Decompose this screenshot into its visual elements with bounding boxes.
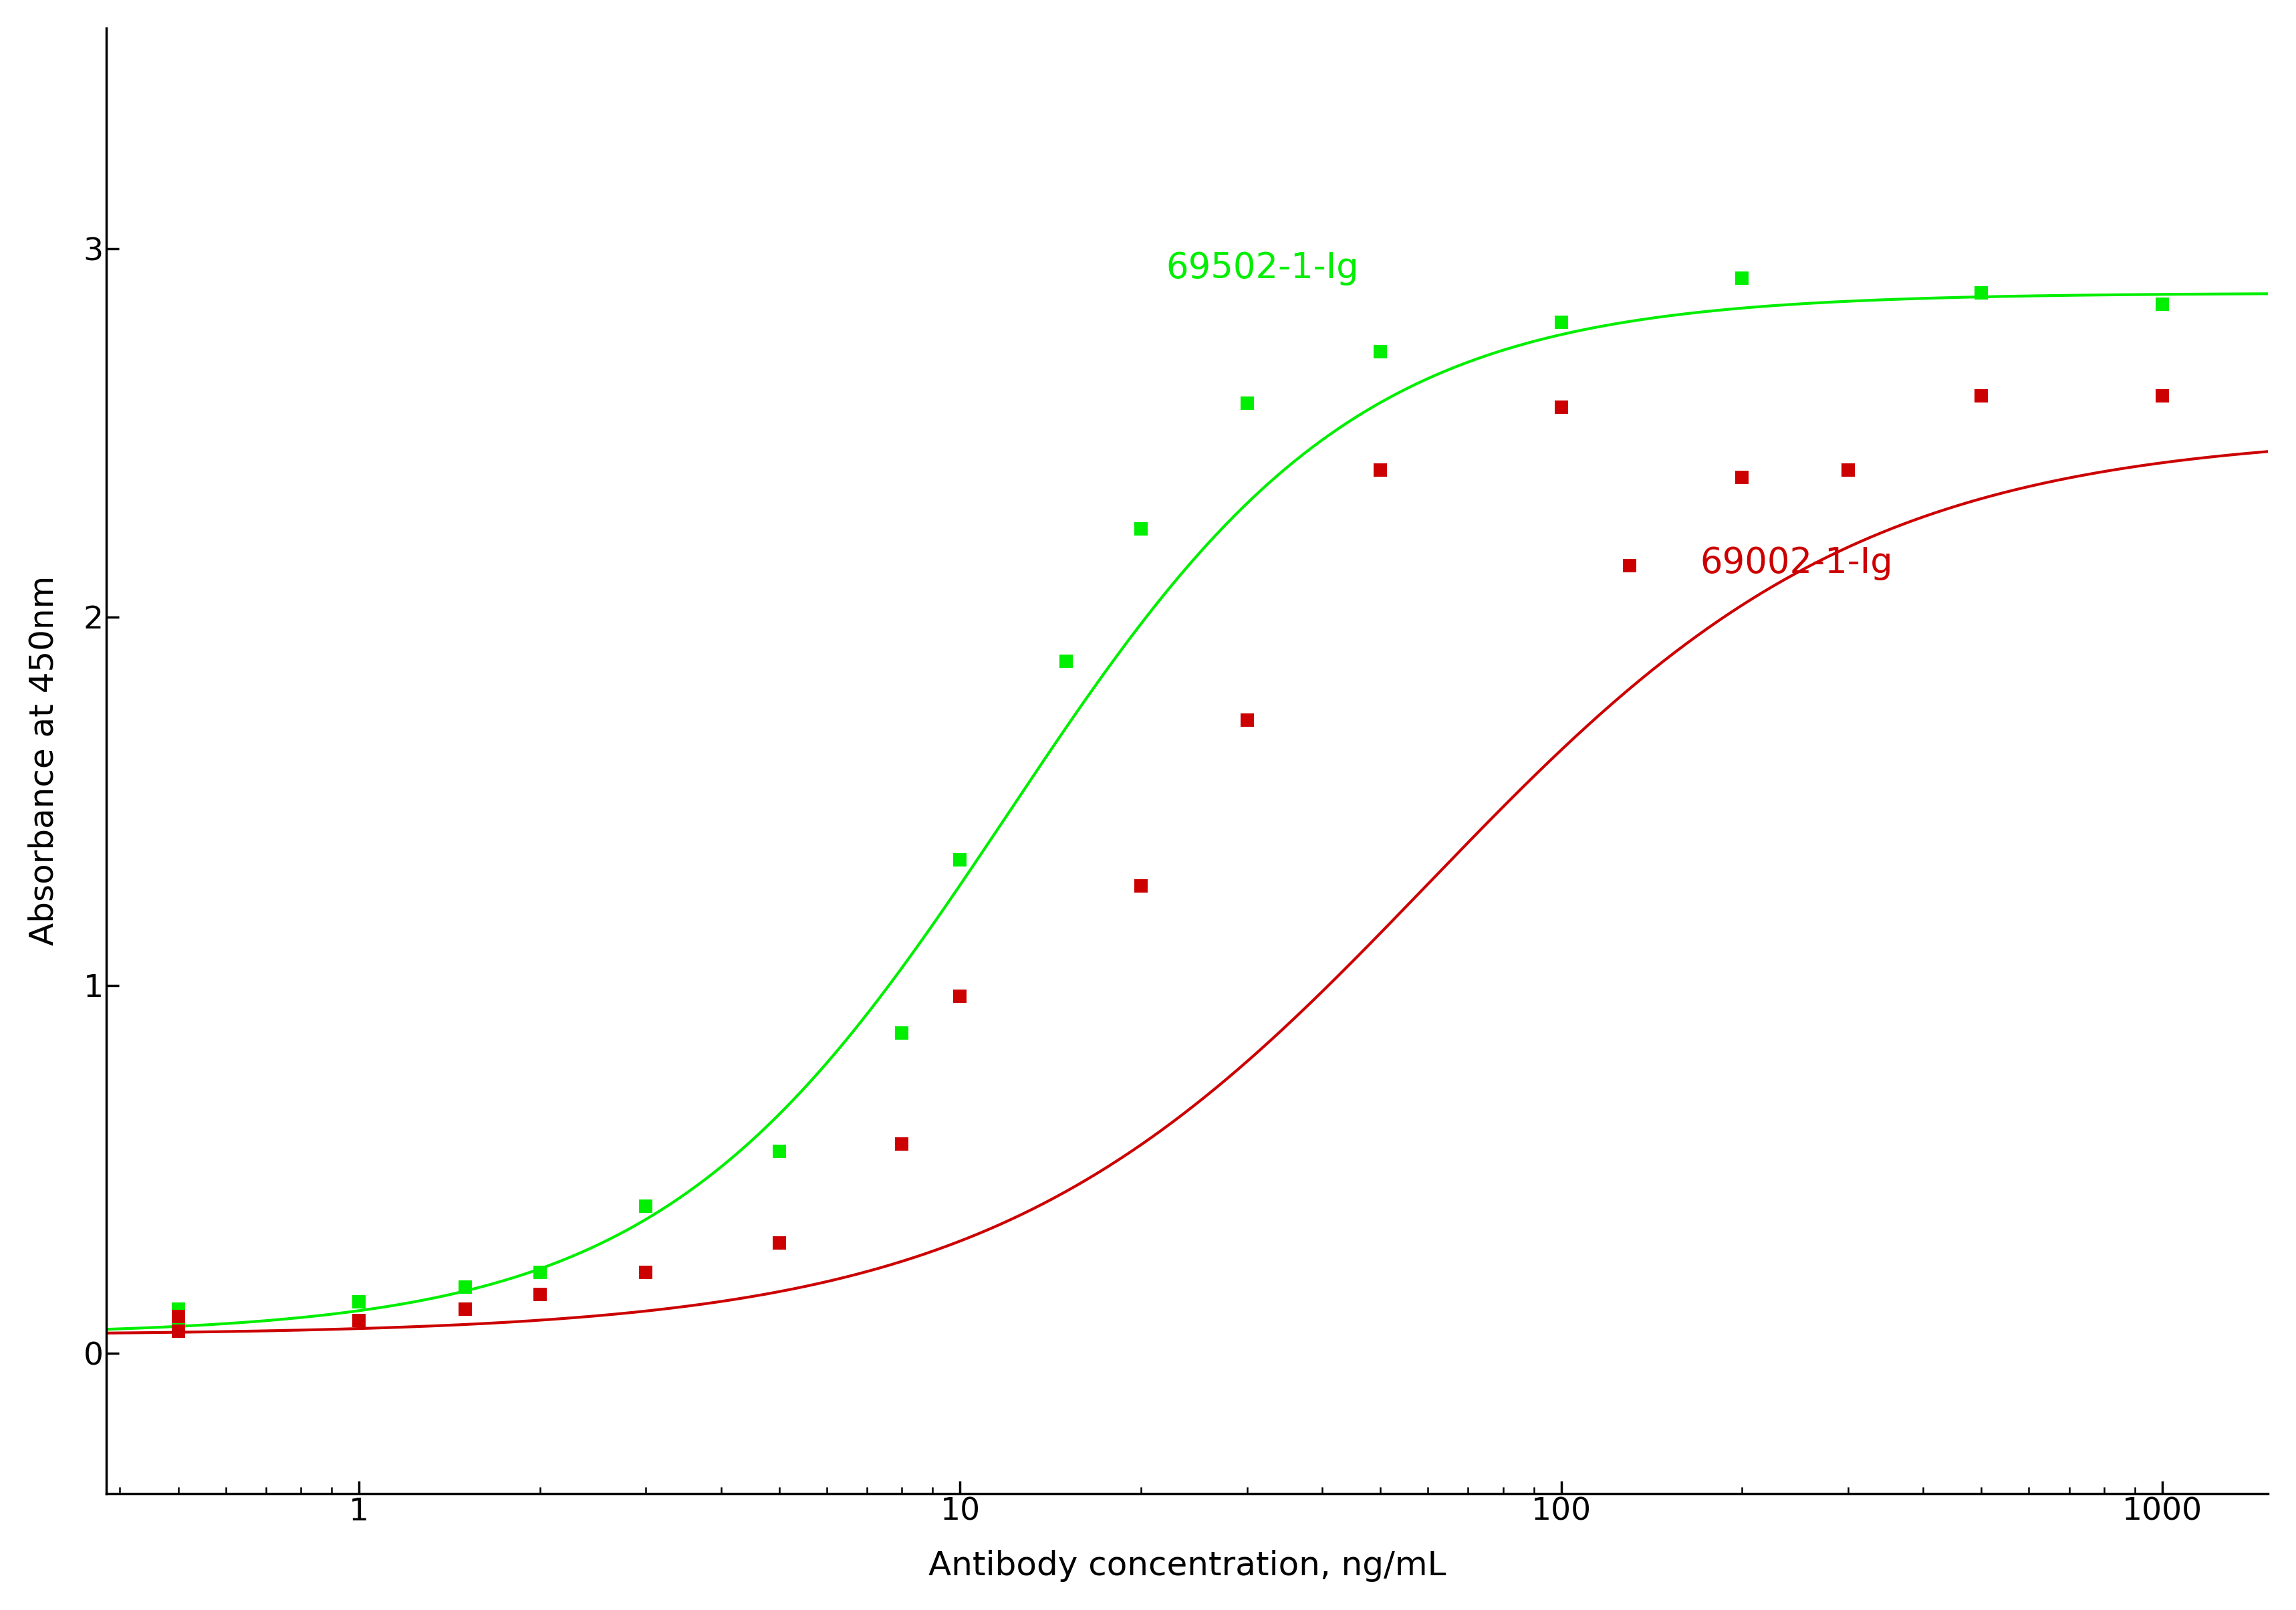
Point	[627, 1259, 664, 1285]
Point	[521, 1282, 558, 1307]
Point	[1228, 391, 1265, 417]
Point	[627, 1193, 664, 1219]
Point	[340, 1307, 377, 1333]
Point	[448, 1296, 484, 1322]
Point	[1543, 394, 1580, 420]
Point	[1362, 340, 1398, 365]
Point	[2144, 291, 2181, 317]
Point	[1724, 266, 1761, 291]
Point	[760, 1138, 797, 1164]
Point	[161, 1304, 197, 1330]
Point	[1963, 280, 2000, 306]
Y-axis label: Absorbance at 450nm: Absorbance at 450nm	[28, 576, 60, 945]
Point	[1543, 309, 1580, 335]
Point	[1362, 457, 1398, 483]
Text: 69002-1-Ig: 69002-1-Ig	[1699, 546, 1892, 580]
Point	[1724, 464, 1761, 489]
Point	[941, 984, 978, 1009]
Point	[161, 1319, 197, 1344]
Point	[941, 847, 978, 873]
Point	[1830, 457, 1867, 483]
Point	[2144, 383, 2181, 409]
Point	[1123, 873, 1159, 898]
Point	[161, 1296, 197, 1322]
Point	[1123, 515, 1159, 541]
Point	[1047, 649, 1084, 675]
Point	[884, 1130, 921, 1156]
Point	[448, 1275, 484, 1301]
X-axis label: Antibody concentration, ng/mL: Antibody concentration, ng/mL	[928, 1550, 1446, 1583]
Point	[1228, 707, 1265, 733]
Point	[340, 1290, 377, 1315]
Text: 69502-1-Ig: 69502-1-Ig	[1166, 251, 1359, 285]
Point	[884, 1021, 921, 1046]
Point	[521, 1259, 558, 1285]
Point	[161, 1311, 197, 1336]
Point	[1612, 552, 1649, 578]
Point	[1963, 383, 2000, 409]
Point	[760, 1230, 797, 1256]
